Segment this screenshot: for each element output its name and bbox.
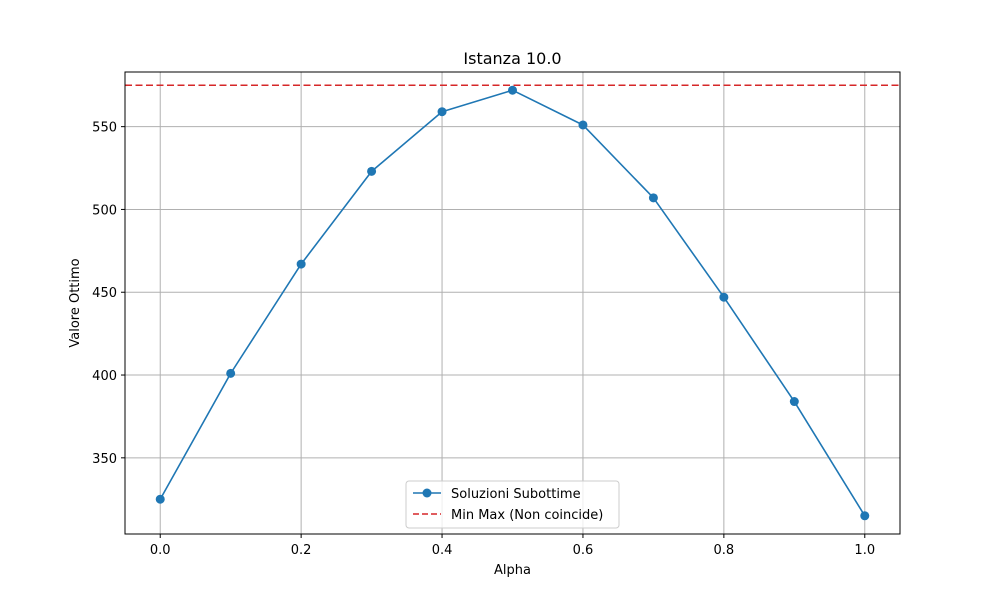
data-point [860,511,870,521]
x-tick-label: 0.0 [150,543,171,558]
series-layer [155,85,870,521]
data-point [719,292,729,302]
legend-label-series: Soluzioni Subottime [451,487,581,502]
legend-marker-series [422,488,432,498]
x-tick-label: 0.4 [432,543,453,558]
x-tick-label: 0.6 [573,543,594,558]
y-axis-ticks: 350 400 450 500 550 [92,121,125,467]
legend-box [405,480,620,529]
data-point [789,397,799,407]
data-point [226,368,236,378]
data-point [155,494,165,504]
chart-title: Istanza 10.0 [463,49,561,68]
y-axis-title: Valore Ottimo [68,258,83,347]
data-point [648,193,658,203]
y-tick-label: 350 [92,452,117,467]
legend: Soluzioni Subottime Min Max (Non coincid… [405,480,620,529]
x-tick-label: 1.0 [854,543,875,558]
plot-area [125,72,900,534]
data-point [296,259,306,269]
y-tick-label: 550 [92,121,117,136]
x-axis-ticks: 0.0 0.2 0.4 0.6 0.8 1.0 [150,534,875,558]
y-tick-label: 400 [92,369,117,384]
data-point [578,120,588,130]
data-point [508,85,517,95]
data-point [437,107,447,117]
data-point [367,166,377,176]
legend-label-reference: Min Max (Non coincide) [451,508,603,523]
x-axis-title: Alpha [494,563,531,578]
x-tick-label: 0.2 [291,543,312,558]
x-tick-label: 0.8 [714,543,735,558]
grid [125,72,900,534]
plot-frame [124,71,901,535]
y-tick-label: 450 [92,286,117,301]
y-tick-label: 500 [92,203,117,218]
